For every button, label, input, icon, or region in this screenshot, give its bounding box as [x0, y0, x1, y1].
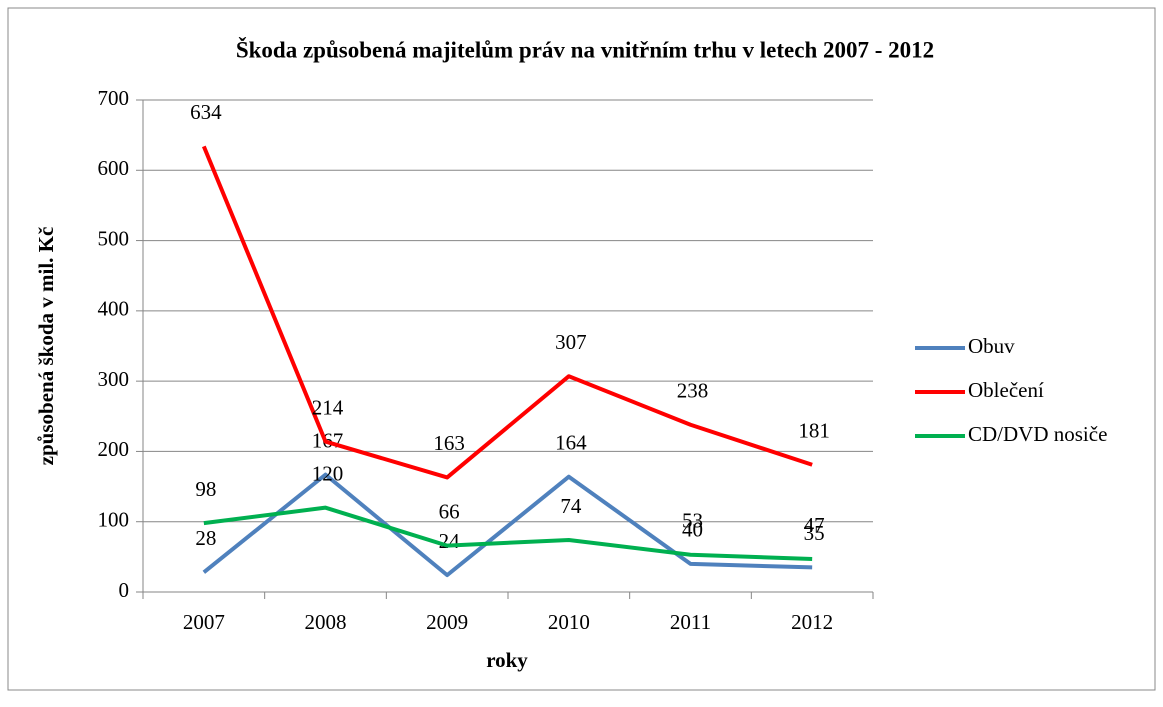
data-label: 163: [433, 431, 465, 455]
x-tick-label: 2012: [791, 610, 833, 634]
data-label: 28: [195, 526, 216, 550]
series-line: [202, 472, 813, 578]
data-label: 74: [560, 494, 582, 518]
y-tick-label: 300: [98, 367, 130, 391]
data-label: 307: [555, 330, 587, 354]
series-line: [201, 145, 813, 480]
data-label: 634: [190, 100, 222, 124]
series-line: [203, 505, 813, 561]
data-label: 120: [312, 461, 344, 485]
x-tick-label: 2008: [305, 610, 347, 634]
chart-title: Škoda způsobená majitelům práv na vnitřn…: [236, 36, 934, 62]
y-tick-label: 700: [98, 86, 130, 110]
x-tick-label: 2007: [183, 610, 225, 634]
data-label: 35: [804, 521, 825, 545]
data-label: 181: [798, 419, 830, 443]
y-tick-label: 100: [98, 508, 130, 532]
y-tick-label: 200: [98, 437, 130, 461]
data-label: 164: [555, 431, 587, 455]
data-label: 24: [439, 529, 461, 553]
legend-label: Oblečení: [968, 378, 1044, 402]
data-label: 214: [312, 395, 344, 419]
y-tick-label: 0: [119, 578, 130, 602]
x-axis-label: roky: [486, 648, 528, 672]
data-label: 40: [682, 518, 703, 542]
x-tick-label: 2009: [426, 610, 468, 634]
data-label: 98: [195, 477, 216, 501]
x-tick-label: 2010: [548, 610, 590, 634]
y-tick-label: 600: [98, 156, 130, 180]
data-label: 53: [682, 509, 703, 533]
legend-label: CD/DVD nosiče: [968, 422, 1107, 446]
y-tick-label: 500: [98, 226, 130, 250]
y-tick-label: 400: [98, 297, 130, 321]
legend-label: Obuv: [968, 334, 1015, 358]
y-axis-label: způsobená škoda v mil. Kč: [34, 227, 58, 466]
data-label: 47: [804, 513, 825, 537]
data-label: 66: [439, 499, 460, 523]
x-tick-label: 2011: [670, 610, 711, 634]
data-label: 238: [677, 379, 709, 403]
